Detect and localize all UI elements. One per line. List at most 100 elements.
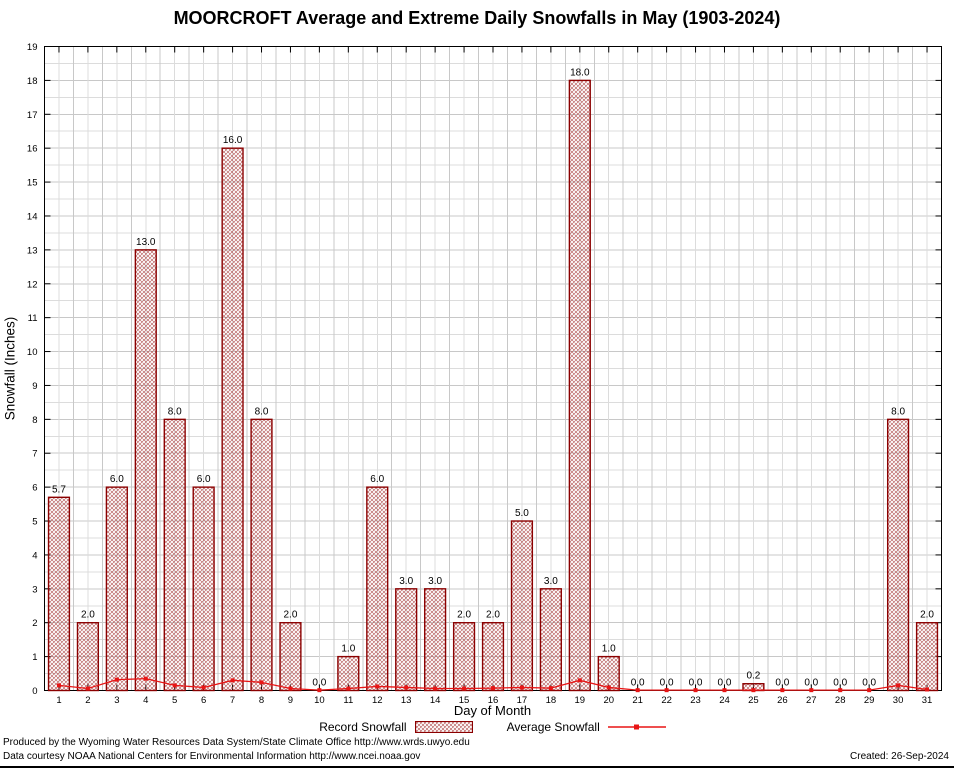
average-snowfall-marker bbox=[375, 684, 380, 689]
y-tick-label: 5 bbox=[32, 517, 37, 528]
x-tick-label: 30 bbox=[893, 695, 904, 706]
bar-value-label: 6.0 bbox=[110, 474, 124, 485]
bar-value-label: 2.0 bbox=[457, 610, 471, 621]
average-snowfall-marker bbox=[809, 688, 814, 693]
y-tick-label: 6 bbox=[32, 483, 37, 494]
x-tick-label: 19 bbox=[575, 695, 586, 706]
bar-value-label: 2.0 bbox=[283, 610, 297, 621]
record-snowfall-bar bbox=[134, 249, 157, 692]
x-tick-label: 3 bbox=[114, 695, 119, 706]
footer-created-date: Created: 26-Sep-2024 bbox=[850, 751, 949, 762]
bar-value-label: 0.0 bbox=[718, 678, 732, 689]
x-tick-label: 27 bbox=[806, 695, 817, 706]
x-tick-label: 25 bbox=[748, 695, 759, 706]
y-tick-label: 4 bbox=[32, 550, 37, 561]
x-tick-label: 29 bbox=[864, 695, 875, 706]
bar-value-label: 3.0 bbox=[399, 576, 413, 587]
bar-value-label: 0.0 bbox=[660, 678, 674, 689]
average-snowfall-marker bbox=[867, 688, 872, 693]
y-tick-label: 1 bbox=[32, 652, 37, 663]
average-snowfall-marker bbox=[114, 677, 119, 682]
average-snowfall-marker bbox=[433, 686, 438, 691]
bar-value-label: 18.0 bbox=[570, 67, 590, 78]
record-snowfall-bar bbox=[539, 588, 562, 692]
x-tick-label: 15 bbox=[459, 695, 470, 706]
average-snowfall-marker bbox=[664, 688, 669, 693]
bar-value-label: 3.0 bbox=[428, 576, 442, 587]
average-snowfall-marker bbox=[288, 686, 293, 691]
average-snowfall-marker bbox=[143, 676, 148, 681]
x-tick-label: 12 bbox=[372, 695, 383, 706]
bar-value-label: 3.0 bbox=[544, 576, 558, 587]
record-snowfall-bar bbox=[915, 622, 939, 692]
average-snowfall-marker bbox=[751, 688, 756, 693]
average-snowfall-marker bbox=[838, 688, 843, 693]
record-snowfall-bar bbox=[452, 622, 476, 692]
bar-value-label: 8.0 bbox=[168, 406, 182, 417]
legend-record-snowfall-label: Record Snowfall bbox=[319, 720, 407, 734]
bar-value-label: 1.0 bbox=[341, 644, 355, 655]
bar-value-label: 8.0 bbox=[255, 406, 269, 417]
average-snowfall-marker bbox=[896, 683, 901, 688]
x-tick-label: 20 bbox=[603, 695, 614, 706]
bar-value-label: 6.0 bbox=[370, 474, 384, 485]
legend: Record Snowfall Average Snowfall bbox=[44, 720, 941, 734]
record-snowfall-bar bbox=[481, 622, 505, 692]
bar-value-label: 0.0 bbox=[862, 678, 876, 689]
y-tick-label: 14 bbox=[27, 211, 38, 222]
bar-value-label: 8.0 bbox=[891, 406, 905, 417]
record-snowfall-bar bbox=[76, 622, 100, 692]
y-tick-label: 17 bbox=[27, 110, 38, 121]
average-snowfall-marker bbox=[172, 683, 177, 688]
bar-value-label: 2.0 bbox=[81, 610, 95, 621]
x-tick-label: 23 bbox=[690, 695, 701, 706]
average-snowfall-marker bbox=[780, 688, 785, 693]
x-tick-label: 18 bbox=[546, 695, 557, 706]
x-tick-label: 10 bbox=[314, 695, 325, 706]
average-snowfall-marker bbox=[519, 685, 524, 690]
average-snowfall-marker bbox=[259, 680, 264, 685]
y-tick-label: 3 bbox=[32, 584, 37, 595]
bar-value-label: 2.0 bbox=[486, 610, 500, 621]
legend-average-snowfall-label: Average Snowfall bbox=[506, 720, 600, 734]
average-snowfall-marker bbox=[548, 686, 553, 691]
chart-title: MOORCROFT Average and Extreme Daily Snow… bbox=[173, 8, 781, 28]
average-snowfall-marker bbox=[925, 687, 930, 692]
legend-record-snowfall-swatch bbox=[414, 721, 473, 733]
x-tick-label: 24 bbox=[719, 695, 730, 706]
average-snowfall-marker bbox=[577, 678, 582, 683]
bar-value-label: 5.0 bbox=[515, 508, 529, 519]
average-snowfall-marker bbox=[346, 686, 351, 691]
record-snowfall-bar bbox=[192, 486, 215, 692]
x-axis-title: Day of Month bbox=[453, 703, 532, 718]
legend-average-snowfall-swatch bbox=[607, 724, 666, 730]
record-snowfall-bar bbox=[105, 486, 128, 692]
bar-value-label: 2.0 bbox=[920, 610, 934, 621]
y-tick-label: 15 bbox=[27, 178, 38, 189]
bar-value-label: 0.0 bbox=[312, 678, 326, 689]
bar-value-label: 16.0 bbox=[223, 135, 243, 146]
x-tick-label: 9 bbox=[288, 695, 293, 706]
record-snowfall-bar bbox=[221, 147, 244, 692]
average-snowfall-marker bbox=[201, 685, 206, 690]
record-snowfall-bar bbox=[886, 418, 910, 692]
x-tick-label: 21 bbox=[632, 695, 643, 706]
y-tick-label: 8 bbox=[32, 415, 37, 426]
record-snowfall-bar bbox=[424, 588, 447, 692]
bar-value-label: 0.0 bbox=[833, 678, 847, 689]
record-snowfall-bar bbox=[568, 79, 591, 692]
record-snowfall-bar bbox=[47, 496, 71, 692]
x-tick-label: 13 bbox=[401, 695, 412, 706]
record-snowfall-bar bbox=[250, 418, 273, 692]
record-snowfall-bar bbox=[163, 418, 186, 692]
x-tick-label: 22 bbox=[661, 695, 672, 706]
y-tick-label: 10 bbox=[27, 347, 38, 358]
bar-value-label: 0.0 bbox=[631, 678, 645, 689]
x-tick-label: 6 bbox=[201, 695, 206, 706]
x-tick-label: 28 bbox=[835, 695, 846, 706]
bar-value-label: 0.0 bbox=[775, 678, 789, 689]
average-snowfall-marker bbox=[693, 688, 698, 693]
record-snowfall-bar bbox=[395, 588, 418, 692]
